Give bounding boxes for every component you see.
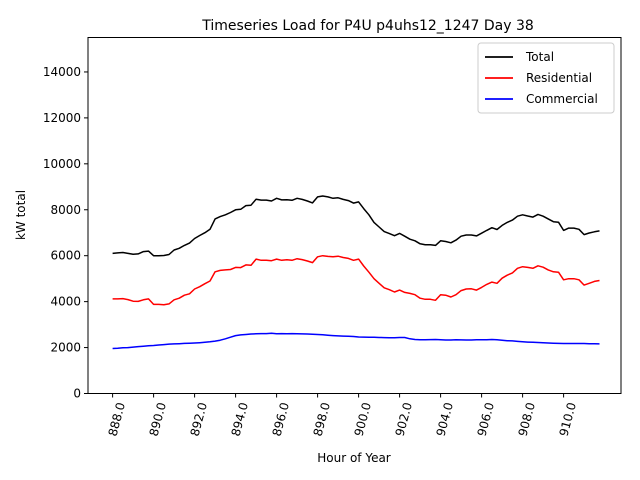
y-tick-label: 14000 xyxy=(43,65,81,79)
x-tick-label: 894.0 xyxy=(229,401,251,438)
series-line-commercial xyxy=(112,332,600,350)
legend-label-commercial: Commercial xyxy=(526,92,598,106)
y-tick-label: 2000 xyxy=(50,341,81,355)
series-line-total xyxy=(112,195,600,257)
y-tick-label: 10000 xyxy=(43,157,81,171)
legend-label-total: Total xyxy=(525,50,554,64)
y-tick-label: 4000 xyxy=(50,295,81,309)
chart-title: Timeseries Load for P4U p4uhs12_1247 Day… xyxy=(201,18,534,34)
y-axis: 0 2000 4000 6000 8000 10000 12000 14000 xyxy=(43,65,88,401)
x-axis: 888.0 890.0 892.0 894.0 896.0 898.0 900.0 902.0… xyxy=(106,393,579,438)
y-tick-label: 6000 xyxy=(50,249,81,263)
plot-frame xyxy=(87,37,622,394)
y-tick-label: 0 xyxy=(73,387,81,401)
series-line-residential xyxy=(112,254,600,306)
x-tick-label: 888.0 xyxy=(106,401,128,438)
x-tick-label: 898.0 xyxy=(311,401,333,438)
x-axis-label: Hour of Year xyxy=(317,451,391,465)
y-tick-label: 8000 xyxy=(50,203,81,217)
x-tick-label: 902.0 xyxy=(393,401,415,438)
series-layer xyxy=(112,195,600,350)
legend-box xyxy=(477,42,615,114)
x-tick-label: 896.0 xyxy=(270,401,292,438)
x-tick-label: 900.0 xyxy=(352,401,374,438)
y-tick-label: 12000 xyxy=(43,111,81,125)
x-tick-label: 890.0 xyxy=(147,401,169,438)
x-tick-label: 910.0 xyxy=(557,401,579,438)
legend-label-residential: Residential xyxy=(526,71,592,85)
y-axis-label: kW total xyxy=(14,190,28,240)
x-tick-label: 904.0 xyxy=(434,401,456,438)
x-tick-label: 906.0 xyxy=(475,401,497,438)
x-tick-label: 908.0 xyxy=(516,401,538,438)
x-tick-label: 892.0 xyxy=(188,401,210,438)
legend: Total Residential Commercial xyxy=(477,42,615,114)
